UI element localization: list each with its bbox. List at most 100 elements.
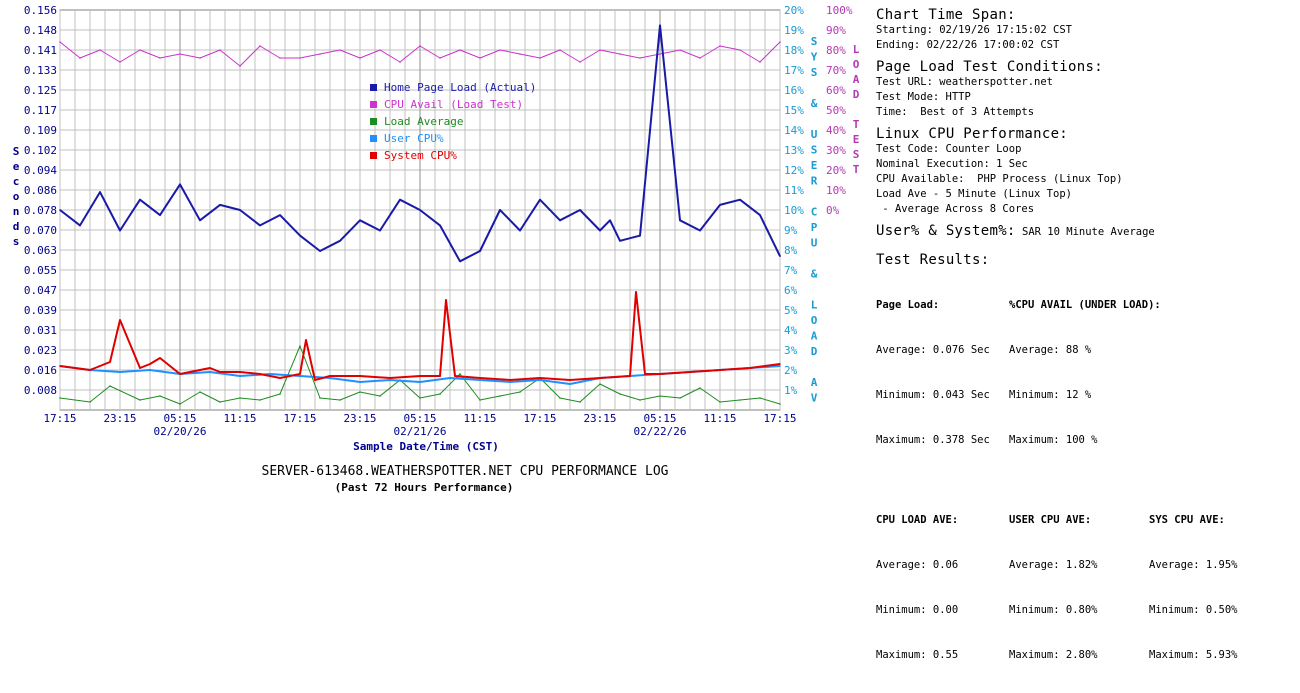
- y-right-tick-label: 9%: [784, 224, 798, 237]
- results-row-1: Page Load: Average: 0.076 Sec Minimum: 0…: [876, 268, 1296, 478]
- y-right-tick-label: 10%: [784, 204, 804, 217]
- chart-svg: 0.008 0.016 0.023 0.031 0.039 0.047 0.055 0.063…: [13, 4, 860, 494]
- data-point-load-average: [319, 397, 321, 399]
- y-right-tick-label: 12%: [784, 164, 804, 177]
- data-point-system-cpu: [779, 363, 781, 365]
- y-far-right-tick-label: 40%: [826, 124, 846, 137]
- data-point-system-cpu: [389, 377, 391, 379]
- data-point-system-cpu: [305, 339, 307, 341]
- y-right-tick-label: 5%: [784, 304, 798, 317]
- data-point-page-load: [179, 183, 181, 186]
- y-right-axis-label: L: [811, 299, 818, 312]
- y-left-axis-label: n: [13, 205, 20, 218]
- chart-subtitle: (Past 72 Hours Performance): [335, 481, 514, 494]
- page-load-min: Minimum: 0.043 Sec: [876, 389, 990, 401]
- test-time: Time: Best of 3 Attempts: [876, 106, 1035, 118]
- data-point-user-cpu: [449, 377, 451, 379]
- y-far-right-tick-label: 80%: [826, 44, 846, 57]
- data-point-page-load: [699, 229, 701, 232]
- data-point-system-cpu: [644, 373, 646, 375]
- data-point-page-load: [119, 229, 121, 232]
- data-point-cpu-avail: [679, 49, 681, 51]
- data-point-cpu-avail: [179, 53, 181, 55]
- data-point-user-cpu: [359, 381, 361, 383]
- data-point-cpu-avail: [439, 57, 441, 59]
- data-point-load-average: [259, 399, 261, 401]
- user-avg: Average: 1.82%: [1009, 559, 1098, 571]
- data-point-load-average: [599, 383, 601, 385]
- data-point-cpu-avail: [639, 57, 641, 59]
- data-point-cpu-avail: [259, 45, 261, 47]
- x-tick-label: 23:15: [343, 412, 376, 425]
- x-tick-label: 11:15: [463, 412, 496, 425]
- data-point-system-cpu: [259, 373, 261, 375]
- y-right-axis-label: A: [811, 330, 818, 343]
- data-point-user-cpu: [299, 375, 301, 377]
- y-left-axis-label: d: [13, 220, 20, 233]
- y-far-right-tick-label: 90%: [826, 24, 846, 37]
- data-point-page-load: [279, 214, 281, 216]
- y-left-axis-label: c: [13, 175, 20, 188]
- data-point-system-cpu: [149, 363, 151, 365]
- data-point-system-cpu: [209, 367, 211, 369]
- y-right-axis-label: C: [811, 206, 818, 219]
- y-left-axis-label: S: [13, 145, 20, 158]
- y-left-axis-label: s: [13, 235, 20, 248]
- load-avg: Average: 0.06: [876, 559, 959, 571]
- x-tick-label: 23:15: [583, 412, 616, 425]
- data-point-load-average: [499, 395, 501, 397]
- data-point-cpu-avail: [739, 49, 741, 51]
- data-point-system-cpu: [539, 377, 541, 379]
- cpu-avail-max: Maximum: 100 %: [1009, 434, 1098, 446]
- data-point-page-load: [659, 24, 661, 27]
- data-point-load-average: [719, 401, 721, 403]
- y-right-tick-label: 1%: [784, 384, 798, 397]
- y-right-axis-label: &: [811, 97, 818, 110]
- x-tick-label: 05:15: [643, 412, 676, 425]
- data-point-load-average: [439, 393, 441, 395]
- data-point-page-load: [199, 219, 201, 222]
- data-point-page-load: [99, 191, 101, 193]
- data-point-page-load: [299, 234, 301, 237]
- data-point-page-load: [559, 219, 561, 222]
- user-results: USER CPU AVE: Average: 1.82% Minimum: 0.…: [1009, 483, 1149, 693]
- x-tick-label: 17:15: [523, 412, 556, 425]
- data-point-cpu-avail: [579, 61, 581, 63]
- y-left-tick-label: 0.094: [24, 164, 57, 177]
- data-point-system-cpu: [299, 373, 301, 375]
- x-date-label: 02/21/26: [394, 425, 447, 438]
- y-left-tick-label: 0.148: [24, 24, 57, 37]
- data-point-user-cpu: [539, 379, 541, 381]
- page-load-avg: Average: 0.076 Sec: [876, 344, 990, 356]
- data-point-load-average: [699, 387, 701, 389]
- data-point-page-load: [719, 204, 721, 206]
- data-point-load-average: [279, 393, 281, 395]
- data-point-load-average: [619, 393, 621, 395]
- y-right-tick-label: 17%: [784, 64, 804, 77]
- data-point-page-load: [739, 198, 741, 201]
- data-point-page-load: [259, 224, 261, 227]
- data-point-load-average: [379, 395, 381, 397]
- data-point-load-average: [359, 391, 361, 393]
- cpu-avail-min: Minimum: 12 %: [1009, 389, 1092, 401]
- data-point-system-cpu: [199, 369, 201, 371]
- data-point-cpu-avail: [499, 49, 501, 51]
- x-tick-label: 17:15: [763, 412, 796, 425]
- data-point-cpu-avail: [599, 49, 601, 51]
- series-line-page-load: [59, 24, 781, 263]
- y-left-tick-label: 0.086: [24, 184, 57, 197]
- cpu-avail-title: %CPU AVAIL (UNDER LOAD):: [1009, 299, 1161, 311]
- data-point-page-load: [459, 260, 461, 263]
- sys-min: Minimum: 0.50%: [1149, 604, 1238, 616]
- y-left-tick-label: 0.117: [24, 104, 57, 117]
- data-point-page-load: [619, 239, 621, 242]
- data-point-system-cpu: [509, 379, 511, 381]
- data-point-cpu-avail: [199, 57, 201, 59]
- data-point-load-average: [199, 391, 201, 393]
- y-right-tick-label: 11%: [784, 184, 804, 197]
- data-point-load-average: [89, 401, 91, 403]
- y-right-axis-label: U: [811, 237, 818, 250]
- usersys-value: SAR 10 Minute Average: [1022, 226, 1155, 238]
- data-point-page-load: [479, 250, 481, 252]
- data-point-page-load: [79, 224, 81, 227]
